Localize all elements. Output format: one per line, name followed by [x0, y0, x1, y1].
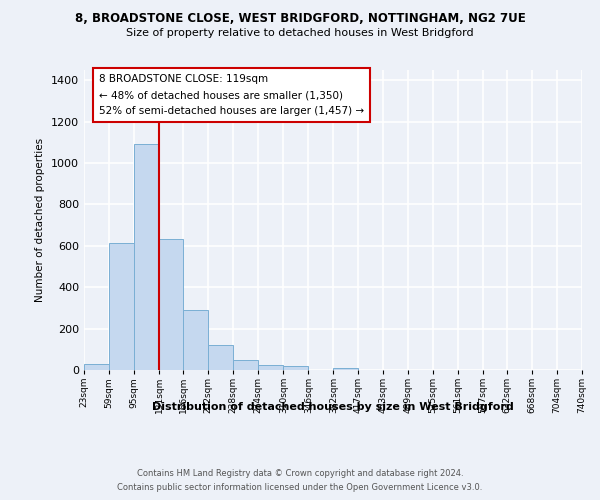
Bar: [334, 368, 358, 370]
Bar: [159, 238, 184, 370]
Bar: [233, 360, 259, 370]
Bar: [259, 366, 283, 370]
Y-axis label: Number of detached properties: Number of detached properties: [35, 138, 46, 302]
Text: Distribution of detached houses by size in West Bridgford: Distribution of detached houses by size …: [152, 402, 514, 412]
Bar: [84, 364, 109, 370]
Bar: [283, 366, 308, 370]
Bar: [184, 310, 208, 370]
Bar: [208, 345, 233, 370]
Text: 8 BROADSTONE CLOSE: 119sqm
← 48% of detached houses are smaller (1,350)
52% of s: 8 BROADSTONE CLOSE: 119sqm ← 48% of deta…: [99, 74, 364, 116]
Text: Contains public sector information licensed under the Open Government Licence v3: Contains public sector information licen…: [118, 484, 482, 492]
Text: Contains HM Land Registry data © Crown copyright and database right 2024.: Contains HM Land Registry data © Crown c…: [137, 468, 463, 477]
Text: Size of property relative to detached houses in West Bridgford: Size of property relative to detached ho…: [126, 28, 474, 38]
Bar: [134, 144, 159, 370]
Bar: [109, 243, 134, 370]
Text: 8, BROADSTONE CLOSE, WEST BRIDGFORD, NOTTINGHAM, NG2 7UE: 8, BROADSTONE CLOSE, WEST BRIDGFORD, NOT…: [74, 12, 526, 26]
